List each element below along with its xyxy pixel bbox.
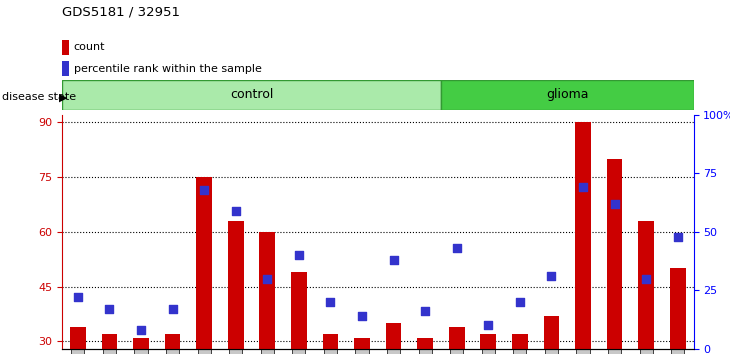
Point bbox=[640, 276, 652, 281]
Bar bbox=[70, 327, 85, 354]
Bar bbox=[385, 323, 402, 354]
Point bbox=[230, 208, 242, 214]
Bar bbox=[62, 61, 69, 76]
Text: GDS5181 / 32951: GDS5181 / 32951 bbox=[62, 5, 180, 18]
Bar bbox=[291, 272, 307, 354]
Bar bbox=[670, 268, 685, 354]
Point bbox=[104, 306, 115, 312]
Bar bbox=[165, 334, 180, 354]
Point bbox=[199, 187, 210, 193]
Point bbox=[483, 322, 494, 328]
Bar bbox=[449, 327, 464, 354]
Point bbox=[545, 273, 557, 279]
Text: disease state: disease state bbox=[2, 92, 77, 102]
Bar bbox=[544, 316, 559, 354]
Text: ▶: ▶ bbox=[59, 92, 68, 102]
Point bbox=[609, 201, 620, 207]
Bar bbox=[638, 221, 654, 354]
Point bbox=[451, 245, 463, 251]
Point bbox=[135, 327, 147, 333]
Bar bbox=[259, 232, 275, 354]
Bar bbox=[62, 40, 69, 55]
Point bbox=[166, 306, 178, 312]
Text: glioma: glioma bbox=[546, 88, 588, 101]
Bar bbox=[607, 159, 623, 354]
Point bbox=[293, 252, 304, 258]
Point bbox=[419, 308, 431, 314]
Point bbox=[577, 185, 589, 190]
Point bbox=[514, 299, 526, 305]
Text: control: control bbox=[230, 88, 273, 101]
Text: count: count bbox=[74, 42, 105, 52]
Bar bbox=[101, 334, 118, 354]
Bar bbox=[196, 177, 212, 354]
Bar bbox=[418, 338, 433, 354]
Bar bbox=[133, 338, 149, 354]
Bar bbox=[512, 334, 528, 354]
Point bbox=[388, 257, 399, 263]
Point bbox=[325, 299, 337, 305]
Bar bbox=[480, 334, 496, 354]
Text: percentile rank within the sample: percentile rank within the sample bbox=[74, 63, 261, 74]
Bar bbox=[323, 334, 338, 354]
Point bbox=[261, 276, 273, 281]
Point bbox=[672, 234, 683, 239]
Point bbox=[72, 295, 84, 300]
Point bbox=[356, 313, 368, 319]
Bar bbox=[62, 80, 441, 110]
Bar bbox=[575, 122, 591, 354]
Bar bbox=[441, 80, 694, 110]
Bar bbox=[354, 338, 370, 354]
Bar bbox=[228, 221, 244, 354]
